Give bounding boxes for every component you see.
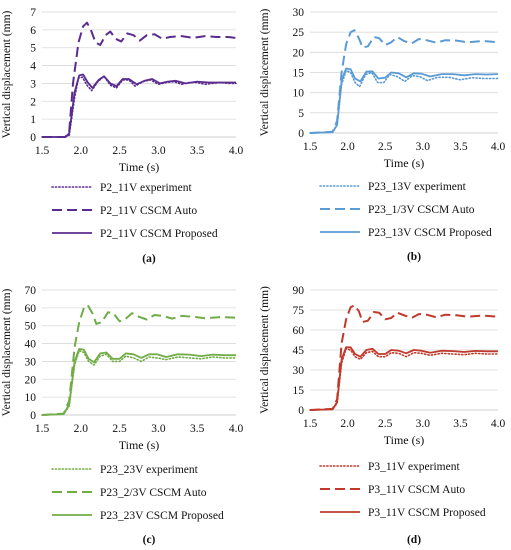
series-line-long-dash — [42, 21, 237, 138]
x-tick-label: 2.0 — [74, 423, 89, 435]
y-axis-label: Vertical displacement (mm) — [1, 288, 13, 416]
y-tick-label: 5 — [30, 43, 36, 55]
x-tick-label: 2.0 — [340, 141, 355, 153]
y-tick-label: 45 — [293, 345, 305, 357]
y-tick-label: 20 — [293, 47, 305, 59]
x-tick-label: 3.0 — [416, 418, 431, 430]
x-axis-label: Time (s) — [119, 438, 160, 452]
series-line-dotted — [41, 75, 237, 138]
y-axis-label: Vertical displacement (mm) — [259, 286, 271, 414]
x-tick-label: 3.0 — [416, 141, 431, 153]
legend-label: P2_11V CSCM Auto — [100, 205, 197, 217]
y-tick-label: 5 — [298, 108, 304, 120]
legend-label: P2_11V experiment — [100, 182, 192, 194]
series-line-solid — [309, 346, 498, 411]
y-tick-label: 0 — [30, 410, 36, 422]
y-tick-label: 30 — [25, 356, 37, 368]
x-tick-label: 1.5 — [303, 418, 318, 430]
y-tick-label: 75 — [293, 305, 305, 317]
series-line-solid — [41, 348, 236, 416]
y-tick-label: 50 — [25, 321, 37, 333]
y-tick-label: 30 — [293, 365, 305, 377]
x-tick-label: 4.0 — [229, 423, 244, 435]
y-tick-label: 3 — [30, 78, 36, 90]
y-tick-label: 7 — [30, 7, 36, 19]
x-axis-label: Time (s) — [119, 160, 160, 174]
y-tick-label: 6 — [30, 25, 36, 37]
x-axis-label: Time (s) — [384, 156, 425, 170]
x-tick-label: 3.5 — [190, 145, 205, 157]
chart-panel-2: 0 5 10 15 20 25 30 1.5 2.0 2.5 3.0 3.5 4.0 Time (s) Ve… — [259, 7, 505, 263]
y-tick-label: 15 — [293, 68, 305, 80]
x-tick-label: 1.5 — [303, 141, 318, 153]
x-tick-label: 2.0 — [74, 145, 89, 157]
y-tick-label: 0 — [298, 128, 304, 140]
y-tick-label: 60 — [293, 325, 305, 337]
chart-panel-4: 0 15 30 45 60 75 90 1.5 2.0 2.5 3.0 3.5 4.0 Time (s) V… — [259, 285, 505, 546]
y-tick-label: 20 — [25, 374, 37, 386]
panel-label: (d) — [407, 534, 421, 546]
legend-label: P23_23V experiment — [100, 464, 199, 476]
legend-label: P23_2/3V CSCM Auto — [100, 487, 207, 499]
y-tick-label: 1 — [30, 114, 36, 126]
x-tick-label: 3.0 — [151, 423, 166, 435]
y-tick-label: 10 — [25, 392, 37, 404]
legend-label: P3_11V experiment — [368, 461, 460, 473]
y-tick-label: 4 — [30, 61, 36, 73]
legend-label: P23_1/3V CSCM Auto — [368, 204, 475, 216]
y-tick-label: 40 — [25, 339, 37, 351]
series-line-dotted — [309, 69, 499, 134]
legend-label: P23_13V experiment — [368, 181, 467, 193]
x-tick-label: 2.5 — [112, 423, 127, 435]
chart-panel-3: 0 10 20 30 40 50 60 70 1.5 2.0 2.5 3.0 3.5 4.0 Time (s… — [1, 285, 243, 546]
y-tick-label: 90 — [293, 285, 305, 297]
legend-label: P23_23V CSCM Proposed — [100, 510, 224, 522]
x-axis-label: Time (s) — [384, 433, 425, 447]
legend-label: P3_11V CSCM Proposed — [368, 507, 486, 519]
x-tick-label: 3.5 — [453, 141, 468, 153]
x-tick-label: 3.5 — [453, 418, 468, 430]
legend-label: P3_11V CSCM Auto — [368, 484, 465, 496]
y-tick-label: 0 — [298, 405, 304, 417]
x-tick-label: 3.0 — [151, 145, 166, 157]
y-axis-label: Vertical displacement (mm) — [1, 10, 13, 138]
x-tick-label: 2.5 — [378, 141, 393, 153]
y-tick-label: 15 — [293, 385, 305, 397]
x-tick-label: 2.5 — [378, 418, 393, 430]
y-tick-label: 25 — [293, 27, 305, 39]
y-tick-label: 2 — [30, 96, 36, 108]
x-tick-label: 3.5 — [190, 423, 205, 435]
chart-panel-1: 0 1 2 3 4 5 6 7 1.5 2.0 2.5 3.0 3.5 4.0 Time (s) Vertic… — [1, 7, 243, 265]
x-tick-label: 2.0 — [340, 418, 355, 430]
panel-label: (b) — [407, 251, 421, 263]
series-line-solid — [309, 67, 499, 134]
series-line-long-dash — [309, 29, 499, 134]
y-axis-label: Vertical displacement (mm) — [259, 8, 271, 136]
x-tick-label: 4.0 — [229, 145, 244, 157]
legend-label: P23_13V CSCM Proposed — [368, 227, 492, 239]
x-tick-label: 4.0 — [491, 141, 506, 153]
y-tick-label: 60 — [25, 303, 37, 315]
series-line-long-dash — [309, 304, 499, 411]
x-tick-label: 2.5 — [112, 145, 127, 157]
x-tick-label: 1.5 — [35, 423, 50, 435]
x-tick-label: 1.5 — [35, 145, 50, 157]
y-tick-label: 70 — [25, 285, 37, 297]
panel-label: (c) — [143, 534, 156, 546]
x-tick-label: 4.0 — [491, 418, 506, 430]
legend-label: P2_11V CSCM Proposed — [100, 228, 218, 240]
y-tick-label: 10 — [293, 88, 305, 100]
series-line-long-dash — [41, 304, 237, 416]
panel-label: (a) — [142, 253, 156, 265]
y-tick-label: 0 — [30, 132, 36, 144]
series-line-solid — [42, 73, 236, 138]
y-tick-label: 30 — [293, 7, 305, 19]
